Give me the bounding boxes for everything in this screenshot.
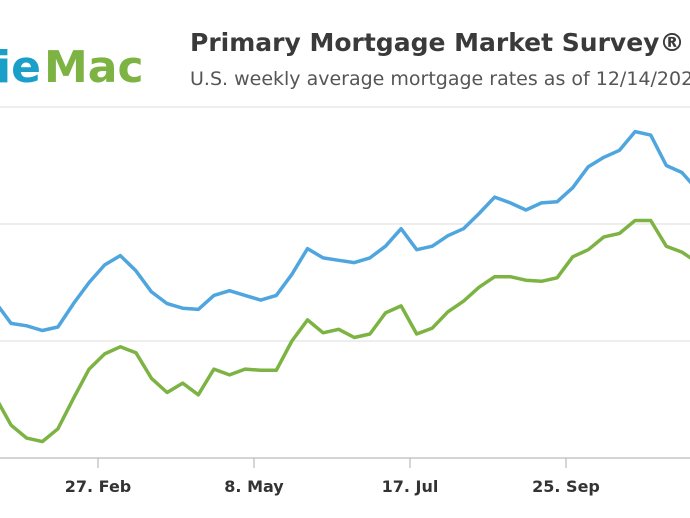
x-tick-label: 25. Sep	[532, 477, 600, 496]
x-tick-label: 27. Feb	[65, 477, 132, 496]
x-tick-label: 17. Jul	[382, 477, 439, 496]
x-tick-label: 8. May	[224, 477, 284, 496]
series-line	[0, 129, 690, 333]
chart-title: Primary Mortgage Market Survey®	[190, 28, 684, 57]
logo-part: Mac	[44, 42, 144, 93]
series-line	[0, 218, 690, 444]
chart-subtitle: U.S. weekly average mortgage rates as of…	[190, 68, 690, 90]
logo-part: ie	[0, 42, 41, 93]
